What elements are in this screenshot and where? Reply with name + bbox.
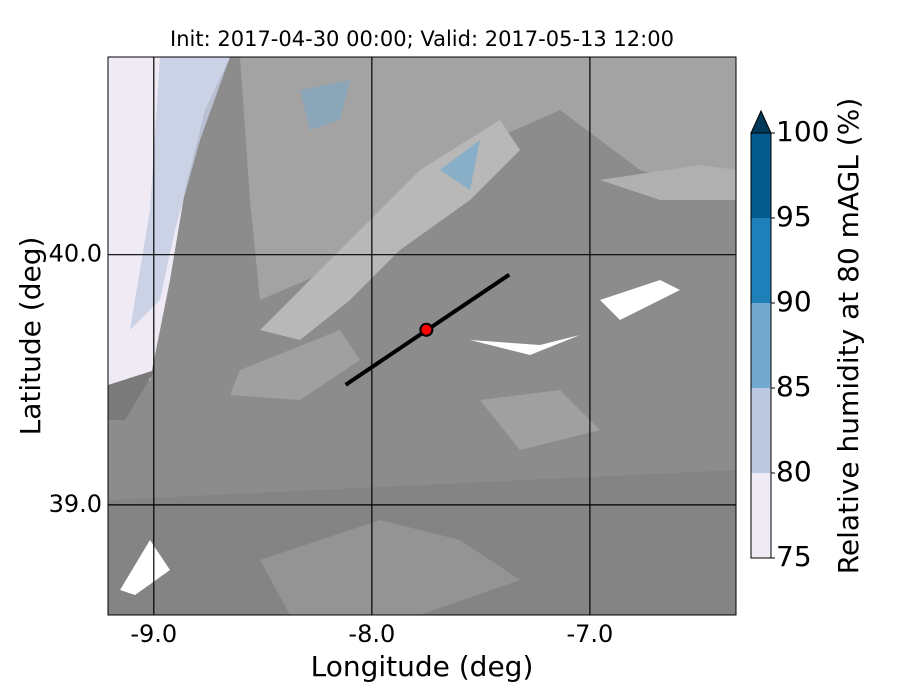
title: Init: 2017-04-30 00:00; Valid: 2017-05-1… — [170, 27, 674, 51]
colorbar-tick-label: 75 — [776, 540, 812, 573]
map-frame — [107, 56, 737, 616]
x-tick-label: -7.0 — [566, 620, 613, 648]
colorbar-band — [751, 133, 771, 218]
colorbar-tick-label: 95 — [776, 200, 812, 233]
colorbar-tick-label: 80 — [776, 455, 812, 488]
site-marker — [419, 322, 434, 337]
colorbar-band — [751, 303, 771, 388]
colorbar-band — [751, 218, 771, 303]
colorbar-tick-label: 100 — [776, 115, 829, 148]
y-axis-label: Latitude (deg) — [14, 237, 47, 436]
colorbar-tick-label: 85 — [776, 370, 812, 403]
colorbar-band — [751, 473, 771, 558]
colorbar-frame — [750, 132, 772, 559]
y-tick-label: 39.0 — [49, 490, 102, 518]
x-tick-label: -8.0 — [348, 620, 395, 648]
y-tick-label: 40.0 — [49, 240, 102, 268]
colorbar-tick-label: 90 — [776, 285, 812, 318]
terrain — [108, 57, 736, 615]
colorbar-extend — [750, 109, 772, 134]
colorbar-band — [751, 388, 771, 473]
x-tick-label: -9.0 — [130, 620, 177, 648]
x-axis-label: Longitude (deg) — [311, 650, 534, 683]
colorbar-label: Relative humidity at 80 mAGL (%) — [832, 98, 865, 575]
